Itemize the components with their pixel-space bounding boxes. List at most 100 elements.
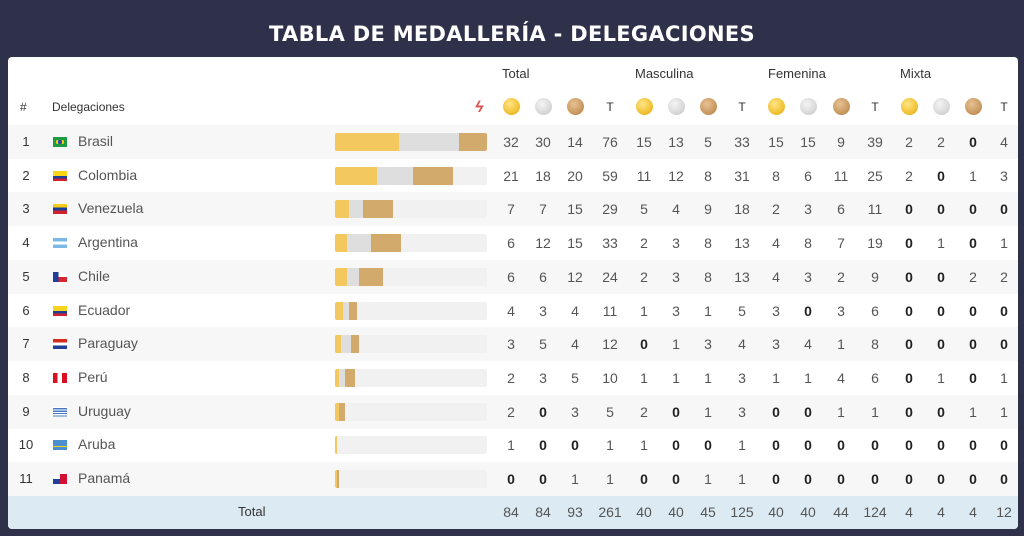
bronze-medal-icon [700, 98, 717, 115]
masculina-silver-cell: 0 [672, 403, 680, 420]
country-name[interactable]: Chile [78, 267, 110, 284]
mixta-gold-cell: 2 [905, 134, 913, 150]
mixta-silver-cell: 1 [937, 235, 945, 252]
femenina-bronze-cell: 1 [837, 403, 845, 420]
country-name[interactable]: Uruguay [78, 402, 131, 419]
country-name[interactable]: Argentina [78, 234, 138, 251]
gold-segment [335, 200, 349, 219]
femenina-total-cell: 9 [871, 268, 879, 285]
total-bronze-cell: 3 [571, 403, 579, 420]
total-bronze-cell: 15 [567, 235, 583, 252]
mixta-gold-cell: 0 [905, 369, 913, 386]
femenina-silver-cell: 6 [804, 167, 812, 184]
masculina-bronze-cell: 1 [704, 403, 712, 420]
country-name[interactable]: Ecuador [78, 301, 131, 318]
total-column-header-femenina: T [871, 100, 879, 114]
medal-bar [335, 133, 487, 151]
country-name[interactable]: Perú [78, 368, 108, 385]
colombia-flag-icon [53, 170, 67, 181]
total-mixta-silver-cell: 4 [937, 504, 945, 520]
table-row[interactable]: 6 Ecuador 4 3 4 11 1 3 1 5 3 0 3 6 0 0 0 0 [8, 294, 1018, 328]
masculina-total-cell: 3 [738, 403, 746, 420]
total-bronze-cell: 12 [567, 268, 583, 285]
masculina-total-cell: 18 [734, 201, 750, 218]
masculina-bronze-cell: 5 [704, 134, 712, 150]
table-row[interactable]: 9 Uruguay 2 0 3 5 2 0 1 3 0 0 1 1 0 0 1 1 [8, 394, 1018, 429]
gold-segment [335, 267, 347, 286]
total-silver-cell: 5 [539, 336, 547, 353]
rank-cell: 2 [22, 167, 30, 183]
table-row[interactable]: 4 Argentina 6 12 15 33 2 3 8 13 4 8 7 19 0 1 0 1 [8, 226, 1018, 260]
total-bronze-cell: 4 [571, 302, 579, 319]
mixta-bronze-cell: 0 [969, 235, 977, 252]
silver-segment [347, 267, 359, 286]
femenina-bronze-cell: 0 [837, 437, 845, 454]
femenina-silver-cell: 15 [800, 134, 816, 150]
masculina-total-cell: 1 [738, 437, 746, 454]
rank-cell: 3 [22, 201, 30, 217]
total-mixta-bronze-cell: 4 [969, 504, 977, 520]
table-row[interactable]: 5 Chile 6 6 12 24 2 3 8 13 4 3 2 9 0 0 2 2 [8, 259, 1018, 294]
country-name[interactable]: Aruba [78, 436, 116, 453]
femenina-total-cell: 0 [871, 471, 879, 487]
mixta-bronze-cell: 0 [969, 134, 977, 150]
mixta-total-cell: 4 [1000, 134, 1008, 150]
bronze-medal-icon [965, 98, 982, 115]
country-name[interactable]: Panamá [78, 470, 131, 486]
femenina-gold-cell: 0 [772, 471, 780, 487]
femenina-silver-cell: 3 [804, 268, 812, 285]
table-row[interactable]: 11 Panamá 0 0 1 1 0 0 1 1 0 0 0 0 0 0 0 0 [8, 462, 1018, 496]
total-gold-cell: 32 [503, 134, 519, 150]
gold-segment [335, 402, 339, 421]
masculina-silver-cell: 0 [672, 471, 680, 487]
masculina-bronze-cell: 0 [704, 437, 712, 454]
silver-segment [347, 234, 371, 253]
mixta-silver-cell: 1 [937, 369, 945, 386]
silver-segment [399, 133, 459, 151]
bronze-segment [339, 402, 345, 421]
total-silver-cell: 0 [539, 403, 547, 420]
table-row[interactable]: 1 Brasil 32 30 14 76 15 13 5 33 15 15 9 39 2 2 0 4 [8, 125, 1018, 159]
gold-segment [335, 368, 339, 387]
masculina-gold-cell: 15 [636, 134, 652, 150]
mixta-bronze-cell: 1 [969, 167, 977, 184]
delegations-column-header: Delegaciones [52, 100, 125, 114]
mixta-bronze-cell: 0 [969, 369, 977, 386]
country-name[interactable]: Paraguay [78, 335, 138, 352]
total-femenina-silver-cell: 40 [800, 504, 816, 520]
bronze-segment [359, 267, 383, 286]
total-silver-cell: 12 [535, 235, 551, 252]
table-header: # Delegaciones ϟ Total Masculina Femenin… [8, 57, 1018, 125]
table-row[interactable]: 2 Colombia 21 18 20 59 11 12 8 31 8 6 11 25 2 0 1 3 [8, 159, 1018, 193]
table-row[interactable]: 10 Aruba 1 0 0 1 1 0 0 1 0 0 0 0 0 0 0 0 [8, 428, 1018, 462]
masculina-bronze-cell: 3 [704, 336, 712, 353]
country-name[interactable]: Venezuela [78, 200, 144, 217]
bronze-segment [458, 133, 487, 151]
femenina-silver-cell: 0 [804, 302, 812, 319]
table-row[interactable]: 3 Venezuela 7 7 15 29 5 4 9 18 2 3 6 11 0 0 0 0 [8, 192, 1018, 227]
rank-cell: 5 [22, 268, 30, 284]
gold-segment [335, 166, 377, 185]
masculina-total-cell: 13 [734, 268, 750, 285]
country-name[interactable]: Brasil [78, 133, 114, 149]
masculina-silver-cell: 1 [672, 369, 680, 386]
mixta-gold-cell: 0 [905, 471, 913, 487]
total-mixta-total-cell: 12 [996, 504, 1012, 520]
masculina-gold-cell: 1 [640, 302, 648, 319]
table-row[interactable]: 8 Perú 2 3 5 10 1 1 1 3 1 1 4 6 0 1 0 1 [8, 361, 1018, 395]
country-name[interactable]: Colombia [78, 166, 138, 183]
table-row[interactable]: 7 Paraguay 3 5 4 12 0 1 3 4 3 4 1 8 0 0 0 0 [8, 327, 1018, 362]
medal-bar [335, 402, 487, 421]
total-silver-cell: 18 [535, 167, 551, 184]
uruguay-flag-icon [53, 406, 67, 417]
mixta-total-cell: 1 [1000, 369, 1008, 386]
masculina-bronze-cell: 1 [704, 369, 712, 386]
totals-row: Total 84 84 93 261 40 40 45 125 40 40 44 124 4 4 4 12 [8, 496, 1018, 529]
medal-bar [335, 470, 487, 488]
masculina-silver-cell: 3 [672, 268, 680, 285]
femenina-silver-cell: 0 [804, 403, 812, 420]
panama-flag-icon [53, 474, 67, 484]
mixta-gold-cell: 0 [905, 268, 913, 285]
rank-cell: 4 [22, 235, 30, 251]
total-total-gold-cell: 84 [503, 504, 519, 520]
